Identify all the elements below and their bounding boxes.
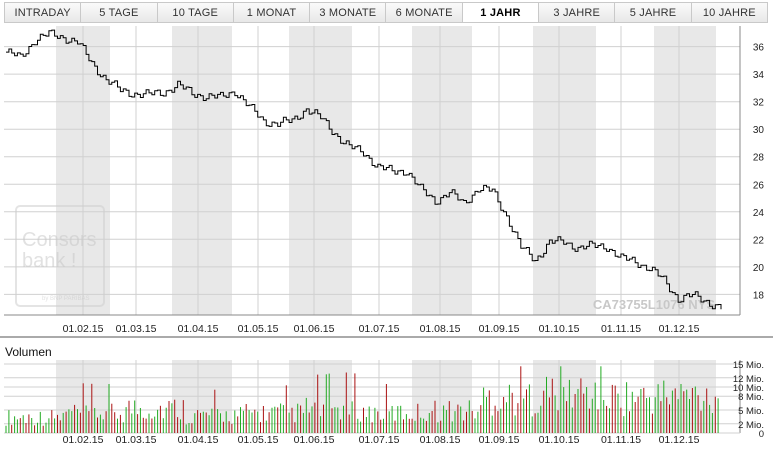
- price-line: [6, 29, 722, 310]
- volume-title: Volumen: [5, 345, 52, 359]
- volume-y-tick-label: 0: [759, 429, 764, 440]
- tab-3-jahre[interactable]: 3 JAHRE: [539, 3, 616, 22]
- y-tick-label: 36: [753, 43, 765, 54]
- tab-1-jahr[interactable]: 1 JAHR: [462, 3, 540, 22]
- volume-y-tick-label: 12 Mio.: [733, 374, 764, 385]
- month-band: [654, 26, 716, 315]
- x-tick-label: 01.06.15: [294, 323, 335, 335]
- watermark-text: Consors: [22, 229, 96, 251]
- x-tick-label: 01.08.15: [420, 323, 461, 335]
- tab-10-tage[interactable]: 10 TAGE: [157, 3, 234, 22]
- y-tick-label: 34: [753, 70, 765, 81]
- y-tick-label: 26: [753, 180, 765, 191]
- volume-x-tick-label: 01.09.15: [479, 434, 520, 446]
- y-tick-label: 24: [753, 208, 765, 219]
- y-tick-label: 18: [753, 290, 765, 301]
- volume-y-tick-label: 15 Mio.: [733, 360, 764, 371]
- month-band: [172, 26, 232, 315]
- month-band: [289, 26, 352, 315]
- tab-3-monate[interactable]: 3 MONATE: [310, 3, 387, 22]
- y-tick-label: 30: [753, 125, 765, 136]
- watermark-frame: [15, 205, 105, 307]
- volume-x-tick-label: 01.10.15: [539, 434, 580, 446]
- x-tick-label: 01.10.15: [539, 323, 580, 335]
- period-tabs: INTRADAY 5 TAGE 10 TAGE 1 MONAT 3 MONATE 6 MO…: [4, 2, 768, 23]
- tab-5-jahre[interactable]: 5 JAHRE: [615, 3, 692, 22]
- volume-x-tick-label: 01.11.15: [601, 434, 641, 446]
- tab-10-jahre[interactable]: 10 JAHRE: [691, 3, 767, 22]
- volume-y-tick-label: 10 Mio.: [733, 383, 764, 394]
- month-band: [412, 26, 472, 315]
- y-tick-label: 28: [753, 153, 765, 164]
- x-tick-label: 01.11.15: [601, 323, 641, 335]
- watermark-text: by BNP PARIBAS: [42, 296, 89, 302]
- tab-1-monat[interactable]: 1 MONAT: [233, 3, 311, 22]
- watermark-text: bank !: [22, 250, 76, 272]
- y-tick-label: 20: [753, 263, 765, 274]
- x-tick-label: 01.05.15: [238, 323, 279, 335]
- volume-x-tick-label: 01.02.15: [63, 434, 104, 446]
- volume-x-tick-label: 01.05.15: [238, 434, 279, 446]
- volume-x-tick-label: 01.06.15: [294, 434, 335, 446]
- volume-x-tick-label: 01.04.15: [178, 434, 219, 446]
- x-tick-label: 01.03.15: [116, 323, 157, 335]
- tab-intraday[interactable]: INTRADAY: [5, 3, 82, 22]
- volume-y-tick-label: 5 Mio.: [738, 406, 764, 417]
- x-tick-label: 01.07.15: [359, 323, 400, 335]
- instrument-label: CA73755L1076 NYS: [593, 297, 715, 312]
- x-tick-label: 01.09.15: [479, 323, 520, 335]
- tab-5-tage[interactable]: 5 TAGE: [81, 3, 158, 22]
- x-tick-label: 01.12.15: [659, 323, 700, 335]
- y-tick-label: 22: [753, 235, 765, 246]
- volume-x-tick-label: 01.12.15: [659, 434, 700, 446]
- volume-x-tick-label: 01.03.15: [116, 434, 157, 446]
- volume-x-tick-label: 01.08.15: [420, 434, 461, 446]
- volume-y-tick-label: 8 Mio.: [738, 392, 764, 403]
- x-tick-label: 01.02.15: [63, 323, 104, 335]
- y-tick-label: 32: [753, 98, 765, 109]
- volume-x-tick-label: 01.07.15: [359, 434, 400, 446]
- volume-y-tick-label: 2 Mio.: [738, 420, 764, 431]
- tab-6-monate[interactable]: 6 MONATE: [386, 3, 463, 22]
- month-band: [533, 26, 596, 315]
- x-tick-label: 01.04.15: [178, 323, 219, 335]
